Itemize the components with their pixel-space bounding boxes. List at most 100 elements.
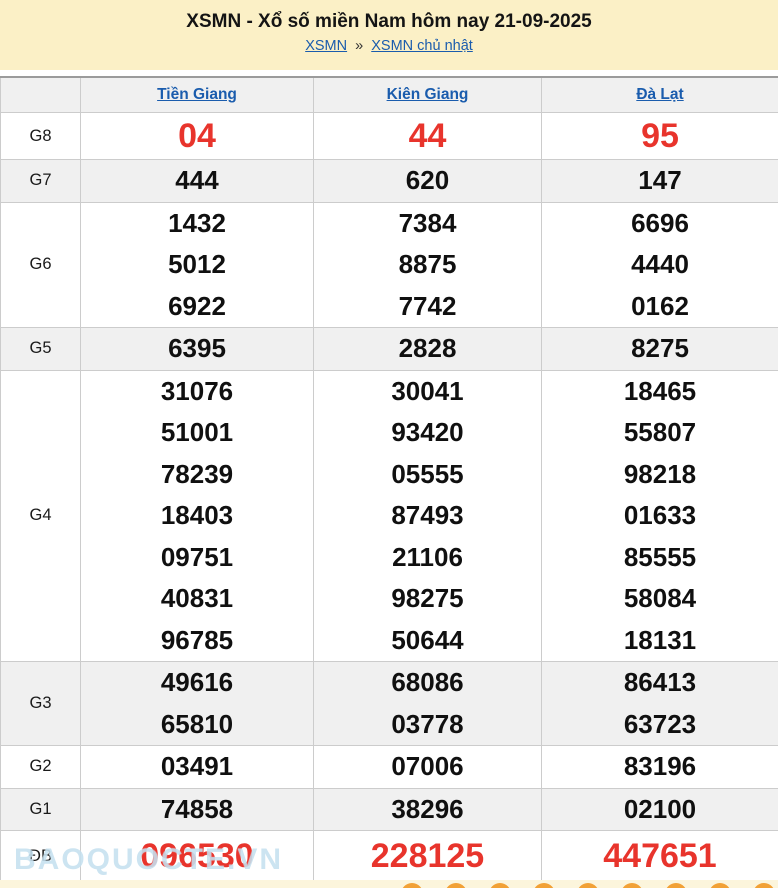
prize-number: 85555 bbox=[623, 541, 697, 572]
table-row: ĐB 096530 228125 447651 bbox=[0, 830, 778, 882]
prize-cell: 2828 bbox=[313, 327, 542, 371]
prize-cell: 228125 bbox=[313, 830, 542, 882]
prize-label: G7 bbox=[0, 159, 81, 203]
prize-number: 03491 bbox=[160, 751, 234, 781]
bottom-decoration bbox=[0, 880, 778, 888]
prize-number: 096530 bbox=[140, 837, 254, 875]
prize-label: G2 bbox=[0, 745, 81, 789]
column-header-tien-giang: Tiền Giang bbox=[80, 76, 314, 113]
prize-number: 44 bbox=[408, 117, 447, 155]
prize-label: G6 bbox=[0, 201, 81, 328]
prize-cell: 147 bbox=[541, 159, 778, 203]
prize-cell: 95 bbox=[541, 112, 778, 160]
prize-cell: 03491 bbox=[80, 745, 314, 789]
ball-icon bbox=[577, 883, 599, 888]
prize-cell: 30041 93420 05555 87493 21106 98275 50644 bbox=[313, 369, 542, 662]
prize-label: G4 bbox=[0, 369, 81, 662]
prize-number: 38296 bbox=[391, 793, 464, 824]
prize-number: 8875 bbox=[398, 249, 457, 279]
prize-number: 63723 bbox=[623, 708, 697, 739]
prize-number: 96785 bbox=[160, 624, 234, 655]
table-row: G8 04 44 95 bbox=[0, 112, 778, 160]
prize-number: 50644 bbox=[391, 624, 464, 655]
prize-number: 6395 bbox=[168, 333, 226, 363]
prize-number: 18465 bbox=[623, 375, 697, 406]
prize-number: 18403 bbox=[160, 500, 234, 530]
prize-number: 58084 bbox=[623, 583, 697, 613]
corner-cell bbox=[0, 76, 81, 113]
prize-number: 6696 bbox=[631, 207, 689, 238]
prize-number: 86413 bbox=[623, 667, 697, 697]
breadcrumb-link-xsmn[interactable]: XSMN bbox=[305, 38, 348, 54]
breadcrumb-separator: » bbox=[355, 38, 364, 54]
prize-number: 40831 bbox=[160, 583, 234, 613]
prize-number: 7742 bbox=[398, 290, 457, 321]
prize-number: 09751 bbox=[160, 541, 234, 572]
prize-number: 78239 bbox=[160, 458, 234, 489]
table-row: G1 74858 38296 02100 bbox=[0, 787, 778, 831]
prize-number: 18131 bbox=[623, 624, 697, 655]
prize-number: 07006 bbox=[391, 751, 464, 781]
province-link-da-lat[interactable]: Đà Lạt bbox=[636, 86, 684, 103]
prize-cell: 02100 bbox=[541, 787, 778, 831]
prize-number: 68086 bbox=[391, 667, 464, 697]
ball-icon bbox=[445, 883, 467, 888]
ball-icon bbox=[533, 883, 555, 888]
prize-number: 7384 bbox=[398, 207, 457, 238]
breadcrumb: XSMN » XSMN chủ nhật bbox=[0, 35, 778, 57]
results-table: Tiền Giang Kiên Giang Đà Lạt G8 04 44 95 G7 4… bbox=[0, 76, 778, 882]
province-link-kien-giang[interactable]: Kiên Giang bbox=[386, 86, 469, 103]
prize-number: 87493 bbox=[391, 500, 464, 530]
prize-cell: 6395 bbox=[80, 327, 314, 371]
prize-cell: 31076 51001 78239 18403 09751 40831 96785 bbox=[80, 369, 314, 662]
prize-number: 51001 bbox=[160, 417, 234, 447]
prize-number: 2828 bbox=[398, 333, 457, 363]
province-link-tien-giang[interactable]: Tiền Giang bbox=[157, 86, 237, 103]
table-row: G4 31076 51001 78239 18403 09751 40831 96785 300… bbox=[0, 369, 778, 662]
prize-number: 0162 bbox=[631, 290, 689, 321]
prize-number: 444 bbox=[175, 165, 219, 195]
ball-icon bbox=[709, 883, 731, 888]
prize-label: G3 bbox=[0, 661, 81, 746]
prize-cell: 86413 63723 bbox=[541, 661, 778, 746]
prize-number: 6922 bbox=[168, 290, 226, 321]
table-row: G5 6395 2828 8275 bbox=[0, 327, 778, 371]
prize-number: 30041 bbox=[391, 375, 464, 406]
prize-cell: 7384 8875 7742 bbox=[313, 201, 542, 328]
table-row: G7 444 620 147 bbox=[0, 159, 778, 203]
prize-number: 147 bbox=[638, 165, 682, 195]
prize-label: G5 bbox=[0, 327, 81, 371]
prize-number: 8275 bbox=[631, 333, 689, 363]
table-row: G3 49616 65810 68086 03778 86413 63723 bbox=[0, 661, 778, 746]
prize-number: 65810 bbox=[160, 708, 234, 739]
table-header-row: Tiền Giang Kiên Giang Đà Lạt bbox=[0, 76, 778, 113]
ball-icon bbox=[753, 883, 775, 888]
prize-number: 21106 bbox=[392, 541, 463, 572]
prize-cell: 68086 03778 bbox=[313, 661, 542, 746]
prize-cell: 83196 bbox=[541, 745, 778, 789]
prize-cell: 49616 65810 bbox=[80, 661, 314, 746]
prize-cell: 18465 55807 98218 01633 85555 58084 18131 bbox=[541, 369, 778, 662]
prize-cell: 07006 bbox=[313, 745, 542, 789]
prize-label: ĐB bbox=[0, 830, 81, 882]
column-header-kien-giang: Kiên Giang bbox=[313, 76, 542, 113]
prize-number: 55807 bbox=[623, 417, 697, 447]
prize-number: 02100 bbox=[623, 793, 697, 824]
prize-cell: 38296 bbox=[313, 787, 542, 831]
prize-number: 1432 bbox=[168, 207, 226, 238]
prize-number: 31076 bbox=[160, 375, 234, 406]
prize-number: 01633 bbox=[623, 500, 697, 530]
prize-cell: 1432 5012 6922 bbox=[80, 201, 314, 328]
prize-number: 95 bbox=[641, 117, 679, 155]
prize-cell: 74858 bbox=[80, 787, 314, 831]
table-row: G6 1432 5012 6922 7384 8875 7742 6696 4440 0162 bbox=[0, 201, 778, 328]
table-row: G2 03491 07006 83196 bbox=[0, 745, 778, 789]
prize-number: 03778 bbox=[391, 708, 464, 739]
prize-number: 04 bbox=[178, 117, 216, 155]
prize-cell: 04 bbox=[80, 112, 314, 160]
page-header: XSMN - Xổ số miền Nam hôm nay 21-09-2025… bbox=[0, 0, 778, 70]
ball-icon bbox=[665, 883, 687, 888]
prize-number: 98275 bbox=[391, 583, 464, 613]
prize-number: 93420 bbox=[391, 417, 464, 447]
breadcrumb-link-xsmn-sunday[interactable]: XSMN chủ nhật bbox=[371, 38, 473, 54]
